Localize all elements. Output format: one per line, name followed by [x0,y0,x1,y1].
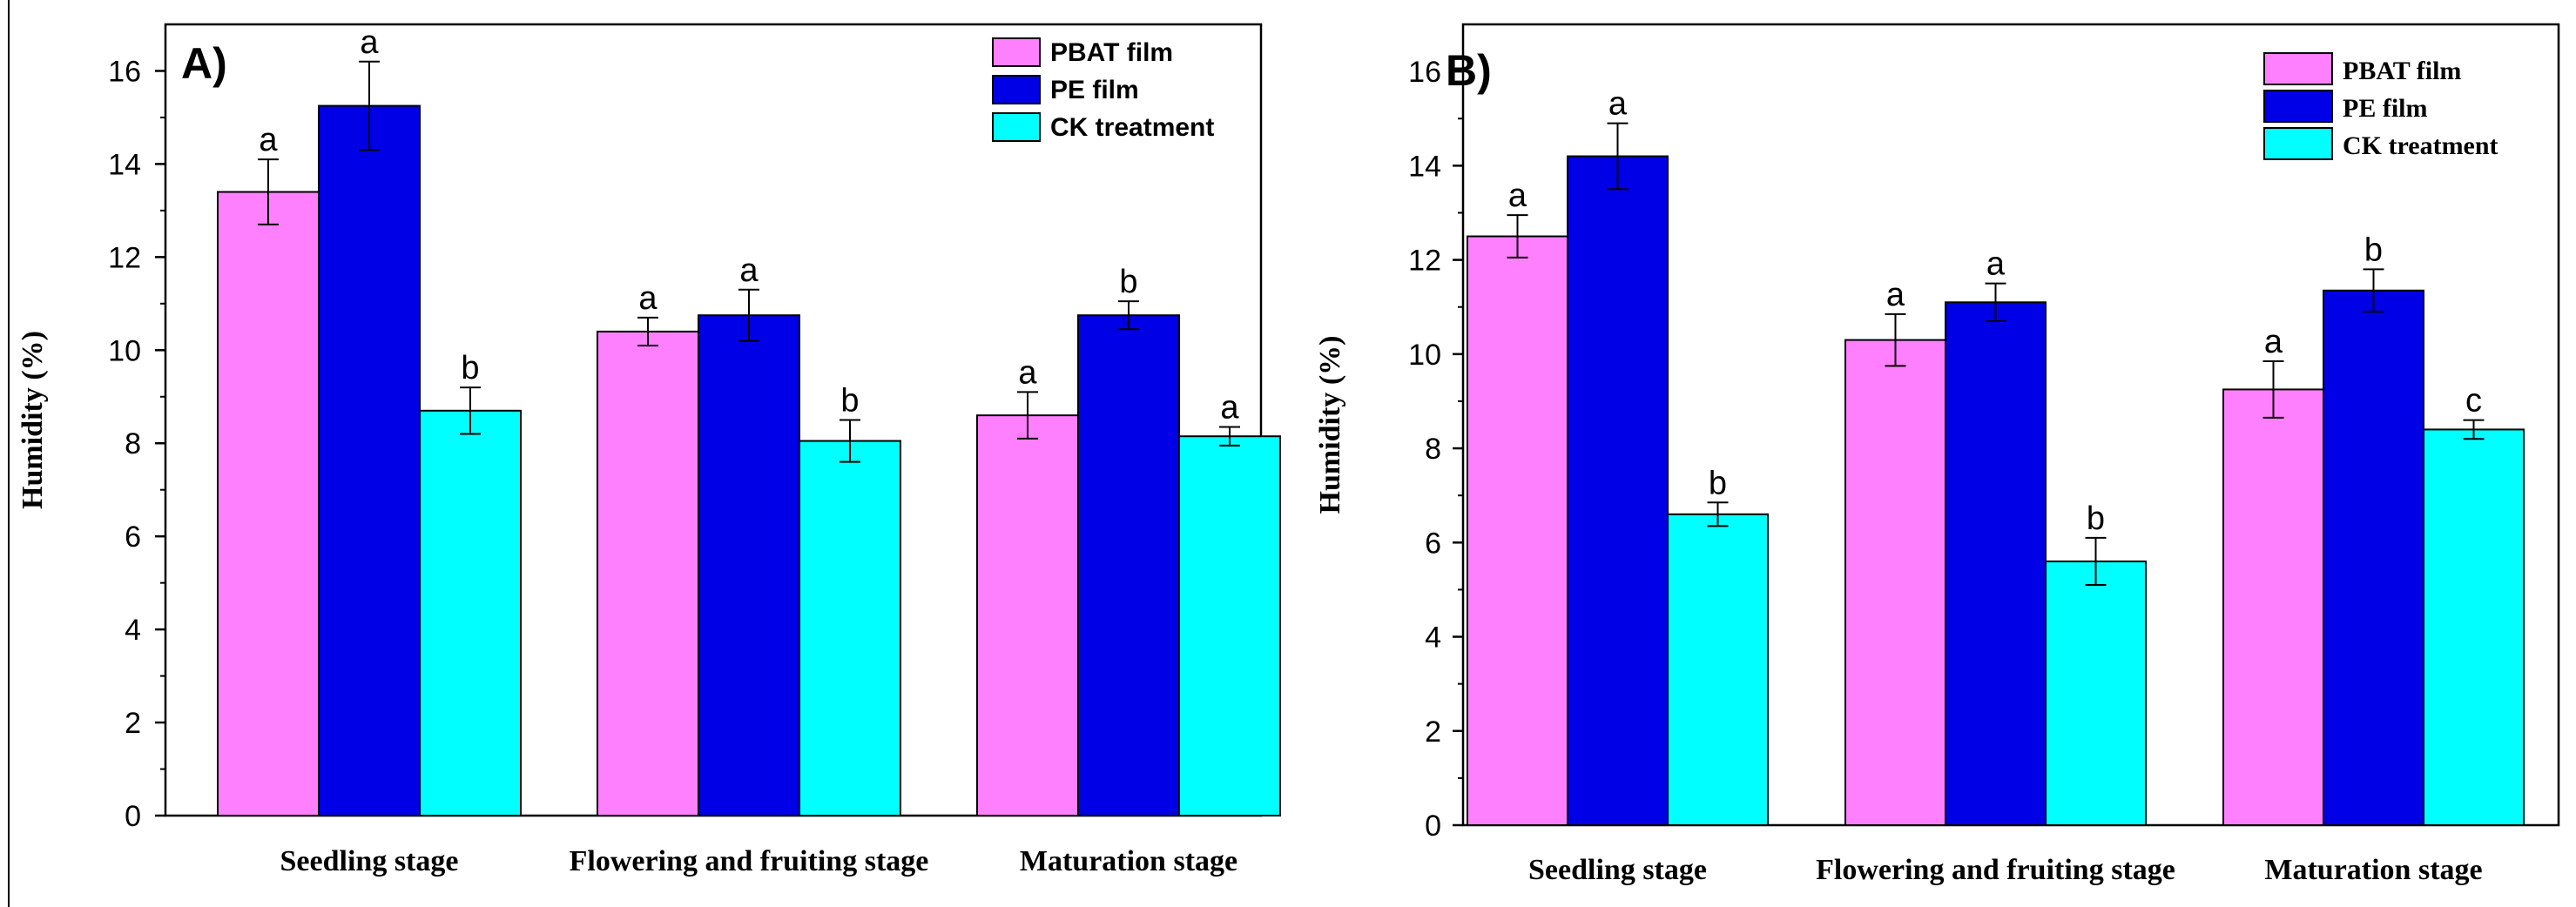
bar [698,314,800,816]
x-category-label: Seedling stage [1528,854,1707,886]
y-tick-label: 8 [1425,433,1441,466]
bar [1178,435,1281,816]
legend-label: CK treatment [2343,131,2498,160]
bar [976,414,1079,816]
significance-letter: b [2364,232,2383,268]
y-tick-label: 10 [1408,339,1441,372]
significance-letter: c [2465,383,2482,420]
significance-letter: a [1986,246,2006,283]
bar [1467,235,1568,826]
significance-letter: a [638,280,657,317]
y-tick-label: 14 [1408,150,1441,183]
significance-letter: b [1709,465,1727,501]
y-tick-label: 0 [125,800,141,833]
bar [1667,513,1769,827]
bar [217,191,320,816]
significance-letter: b [1119,264,1137,300]
y-tick-label: 16 [108,55,141,88]
bar [2045,560,2147,826]
y-tick-label: 0 [1425,810,1441,843]
legend-label: PE film [2343,94,2428,123]
legend-label: PBAT film [2343,57,2461,85]
y-tick-label: 2 [1425,716,1441,749]
significance-letter: a [2264,324,2283,360]
y-tick-label: 16 [1408,56,1441,89]
significance-letter: a [1508,178,1527,214]
legend-swatch [2263,90,2333,123]
significance-letter: a [259,122,278,158]
y-tick-label: 2 [125,707,141,740]
y-tick-label: 12 [1408,245,1441,278]
legend-swatch [992,37,1041,67]
panel-label: B) [1446,46,1492,95]
x-category-label: Maturation stage [2264,854,2482,886]
legend-swatch [992,112,1041,142]
chart-panel-a: 0 2 4 6 8 10 12 14 16 Humidity (%) a a b Seedling sta… [17,23,1281,877]
x-category-label: Flowering and fruiting stage [1816,854,2175,886]
y-tick-label: 8 [125,427,141,460]
y-tick-label: 4 [1425,621,1441,655]
legend-swatch [2263,127,2333,160]
bar [2222,388,2324,826]
legend-label: CK treatment [1050,113,1214,142]
y-axis-label: Humidity (%) [17,331,49,509]
bar [419,409,522,816]
legend-label: PBAT film [1050,38,1173,67]
bar [1077,314,1180,816]
significance-letter: b [840,383,859,420]
y-tick-label: 6 [1425,527,1441,560]
bar [1844,339,1946,826]
y-tick-label: 12 [108,241,141,274]
y-tick-label: 6 [125,521,141,554]
y-tick-label: 4 [125,614,141,647]
x-category-label: Seedling stage [280,845,459,877]
bar [799,440,901,816]
bar [318,104,421,816]
significance-letter: a [1220,390,1239,427]
significance-letter: a [739,252,759,289]
legend-label: PE film [1050,76,1139,104]
x-category-label: Flowering and fruiting stage [570,845,929,877]
legend-swatch [2263,52,2333,85]
legend-swatch [992,75,1041,104]
significance-letter: b [461,350,479,386]
bar [2323,289,2424,826]
significance-letter: a [1018,354,1037,391]
panel-label: A) [181,39,227,88]
y-tick-label: 14 [108,148,141,181]
significance-letter: a [360,24,379,61]
x-category-label: Maturation stage [1020,845,1237,877]
significance-letter: a [1608,86,1628,123]
y-axis-label: Humidity (%) [1314,336,1346,514]
y-tick-label: 10 [108,334,141,367]
bar [597,330,699,816]
significance-letter: a [1886,277,1905,313]
bar [1945,301,2047,826]
bar [1567,155,1669,826]
significance-letter: b [2087,501,2105,537]
chart-panel-b: 0 2 4 6 8 10 12 14 16 Humidity (%) a a b Seedling sta… [1314,23,2560,886]
bar [2423,428,2525,826]
